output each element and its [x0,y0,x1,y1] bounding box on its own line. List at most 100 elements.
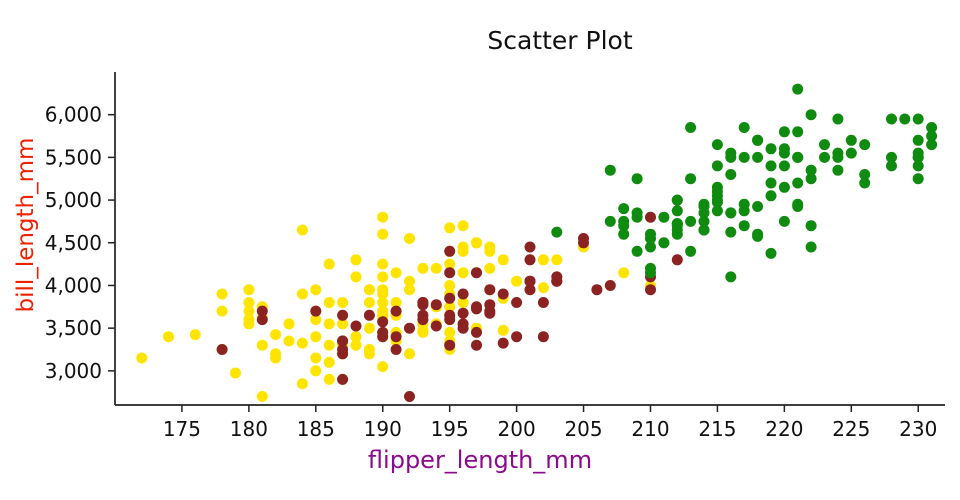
x-tick-label: 195 [431,417,469,441]
data-point-dark-red [457,322,469,334]
data-point-green [752,201,764,212]
data-point-green [792,177,804,189]
y-tick-label: 4,000 [45,273,102,297]
data-point-yellow [310,331,322,343]
data-point-yellow [350,331,362,343]
data-point-dark-red [497,337,509,349]
data-point-green [778,126,790,138]
data-point-dark-red [524,254,536,266]
data-point-dark-red [417,314,429,326]
data-point-dark-red [444,309,456,321]
data-point-yellow [337,297,349,308]
data-point-dark-red [337,309,349,321]
data-point-dark-red [591,284,603,296]
data-point-green [645,267,656,279]
data-point-yellow [310,352,322,364]
data-point-dark-red [430,299,442,311]
data-point-dark-red [444,292,456,304]
data-point-dark-red [524,275,536,287]
data-point-yellow [283,335,295,347]
y-tick-label: 5,000 [45,188,102,212]
data-point-dark-red [444,267,456,279]
data-point-dark-red [511,297,523,308]
data-point-yellow [243,305,255,317]
data-point-green [658,237,670,249]
data-point-yellow [404,275,415,287]
data-point-yellow [230,367,241,379]
data-point-dark-red [511,331,523,343]
data-point-green [671,224,683,236]
data-point-dark-red [377,316,389,328]
data-point-yellow [457,297,469,308]
y-tick-label: 4,500 [45,231,102,255]
data-point-green [832,113,844,125]
data-point-dark-red [671,254,683,266]
data-point-dark-red [337,335,349,347]
y-axis-label: bill_length_mm [13,137,39,313]
y-tick-label: 6,000 [45,103,102,127]
data-point-green [886,113,897,125]
data-point-yellow [216,288,228,300]
data-point-dark-red [256,305,268,317]
data-point-green [886,151,897,163]
data-point-yellow [350,271,362,283]
chart-title: Scatter Plot [487,26,633,55]
data-point-dark-red [390,305,402,317]
data-point-yellow [417,262,429,274]
data-point-green [685,215,697,227]
data-point-yellow [511,275,523,287]
data-point-green [698,224,710,236]
data-point-dark-red [537,331,549,343]
data-point-yellow [243,284,255,296]
data-point-green [752,230,764,242]
data-point-green [778,160,790,172]
data-point-yellow [270,329,282,341]
data-point-yellow [457,220,469,232]
data-point-yellow [256,339,268,351]
data-point-dark-red [430,320,442,332]
data-point-dark-red [337,373,349,385]
data-point-green [912,113,924,125]
data-point-green [711,160,723,172]
data-point-dark-red [390,331,402,343]
data-point-green [845,147,857,159]
data-point-dark-red [484,307,496,319]
data-point-green [805,164,817,176]
x-tick-label: 190 [364,417,402,441]
data-point-yellow [457,241,469,253]
data-point-green [698,201,710,212]
data-point-green [819,151,830,163]
data-point-green [738,122,750,133]
data-point-yellow [283,318,295,330]
data-point-yellow [551,254,563,266]
data-point-green [738,220,750,232]
data-point-green [832,164,844,176]
data-point-green [618,228,630,240]
data-point-dark-red [604,280,616,291]
data-point-green [805,109,817,121]
data-point-yellow [377,228,389,240]
data-point-yellow [618,267,630,279]
data-point-dark-red [471,326,482,338]
data-point-green [685,245,697,257]
data-point-yellow [363,344,375,355]
data-point-green [671,205,683,217]
data-point-yellow [444,326,456,338]
data-point-dark-red [524,241,536,253]
data-point-dark-red [578,237,589,249]
data-point-green [765,160,777,172]
data-point-green [765,177,777,189]
data-point-dark-red [310,305,322,317]
data-point-green [698,215,710,227]
data-point-green [765,247,777,259]
data-point-green [912,173,924,185]
data-point-dark-red [471,301,482,313]
data-point-green [805,241,817,253]
data-point-yellow [323,258,335,270]
data-point-yellow [363,322,375,334]
data-point-dark-red [377,331,389,343]
data-point-green [792,83,804,95]
data-point-green [778,215,790,227]
data-point-green [685,122,697,133]
